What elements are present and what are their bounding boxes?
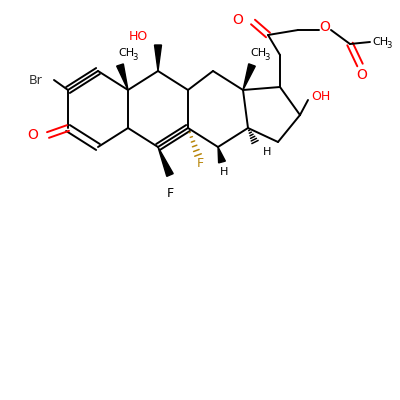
Text: F: F [166,187,174,200]
Text: 3: 3 [264,53,269,62]
Text: Br: Br [28,74,42,86]
Text: H: H [220,167,228,177]
Text: OH: OH [311,90,330,104]
Text: H: H [263,147,271,157]
Text: O: O [232,13,243,27]
Text: 3: 3 [132,53,137,62]
Text: 3: 3 [386,40,391,50]
Text: CH: CH [372,37,388,47]
Text: CH: CH [250,48,266,58]
Text: HO: HO [129,30,148,43]
Text: O: O [27,128,38,142]
Text: F: F [196,157,204,170]
Polygon shape [218,147,225,163]
Polygon shape [117,64,128,90]
Text: O: O [356,68,368,82]
Polygon shape [154,45,162,71]
Text: CH: CH [118,48,134,58]
Text: O: O [320,20,330,34]
Polygon shape [158,147,173,176]
Polygon shape [243,64,255,90]
